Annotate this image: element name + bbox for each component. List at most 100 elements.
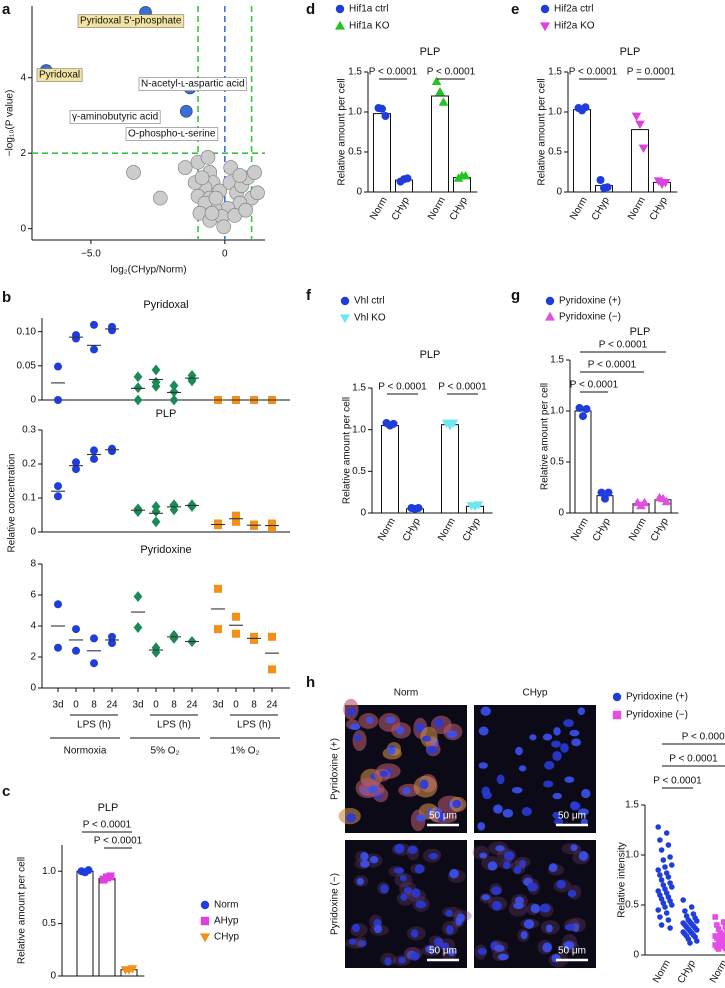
y-tick-label: 0	[556, 187, 562, 198]
point-label: O-phospho-ʟ-serine	[128, 129, 216, 140]
data-point	[169, 394, 179, 406]
data-point	[597, 488, 606, 497]
nucleus	[572, 922, 580, 932]
point-label: γ-aminobutyric acid	[72, 112, 158, 123]
panel-letter: f	[306, 287, 312, 304]
nucleus	[393, 867, 404, 874]
nucleus	[539, 903, 551, 913]
nucleus	[352, 923, 360, 933]
data-point	[448, 419, 459, 428]
legend-label: Vhl ctrl	[354, 296, 385, 307]
data-point	[54, 600, 62, 609]
micrograph	[472, 840, 596, 968]
data-point	[680, 897, 686, 903]
data-point	[473, 501, 484, 510]
nucleus	[552, 751, 562, 761]
data-point	[431, 76, 442, 85]
legend-marker	[539, 22, 551, 32]
nucleus	[518, 765, 527, 772]
legend-label: AHyp	[214, 916, 239, 927]
bar	[441, 424, 459, 514]
data-point	[151, 380, 161, 392]
y-tick-label: 1.5	[348, 67, 362, 78]
y-tick-label: 8	[30, 559, 36, 570]
data-point	[126, 165, 141, 180]
nucleus	[556, 879, 566, 889]
y-tick-label: 1.5	[625, 800, 639, 811]
nucleus	[368, 785, 379, 794]
data-point	[268, 632, 276, 641]
point-label: N-acetyl-ʟ-aspartic acid	[141, 79, 245, 90]
bar	[574, 410, 592, 514]
x-tick-label: 3d	[212, 700, 223, 711]
data-point	[682, 908, 688, 914]
point-label-box	[125, 127, 219, 141]
data-point	[694, 927, 700, 933]
data-point	[667, 854, 673, 860]
nucleus	[482, 791, 492, 800]
x-tick-label: CHyp	[591, 516, 613, 544]
data-point	[151, 516, 161, 528]
x-tick-label: Norm	[708, 958, 725, 985]
nucleus	[564, 924, 576, 931]
column-label: CHyp	[522, 688, 547, 699]
y-tick-label: 1.5	[548, 67, 562, 78]
data-point	[232, 612, 240, 621]
nucleus	[503, 861, 511, 870]
x-tick-label: −5.0	[81, 249, 101, 260]
data-point	[133, 394, 143, 406]
y-tick-label: 1.5	[550, 355, 564, 366]
p-value-label: P < 0.0001	[570, 380, 619, 391]
y-tick-label: 1.0	[548, 107, 562, 118]
y-tick-label: 2	[20, 148, 26, 159]
y-axis-label: Relative amount per cell	[540, 383, 551, 490]
x-tick-label: CHyp	[461, 516, 483, 544]
y-tick-label: 0	[360, 508, 366, 519]
x-sublabel: LPS (h)	[77, 720, 111, 731]
chart-title: PLP	[420, 46, 441, 58]
data-point	[250, 635, 258, 644]
data-point	[133, 622, 143, 633]
x-tick-label: Norm	[626, 195, 648, 222]
nucleus	[580, 818, 588, 825]
data-point	[208, 190, 224, 206]
p-value-label: P < 0.0001	[588, 360, 637, 371]
nucleus	[410, 951, 420, 961]
nucleus	[448, 948, 456, 957]
nucleus	[491, 886, 502, 896]
row-label: Pyridoxine (+)	[330, 738, 341, 800]
data-point	[108, 639, 116, 648]
nucleus	[425, 945, 436, 954]
p-value-label: P < 0.0001	[83, 820, 132, 831]
x-sublabel: LPS (h)	[237, 720, 271, 731]
legend-marker	[612, 710, 622, 720]
x-tick-label: Norm	[568, 195, 590, 222]
data-point	[84, 866, 93, 875]
panel-letter: a	[2, 1, 11, 18]
nucleus	[346, 813, 357, 823]
x-tick-label: CHyp	[648, 195, 670, 223]
data-point	[268, 665, 276, 674]
nucleus	[571, 738, 581, 747]
p-value-label: P < 0.0001	[599, 340, 648, 351]
nucleus	[411, 888, 421, 899]
x-tick-label: CHyp	[649, 516, 671, 544]
y-tick-label: 0.2	[22, 459, 36, 470]
data-point	[435, 87, 445, 96]
chart-title: PLP	[620, 46, 641, 58]
data-point	[54, 643, 62, 652]
data-point	[575, 403, 584, 412]
y-tick-label: 0	[30, 527, 36, 538]
p-value-label: P < 0.0001	[438, 382, 487, 393]
data-point	[657, 837, 663, 843]
nucleus	[407, 845, 418, 855]
data-point	[687, 940, 693, 946]
data-point	[722, 936, 725, 942]
data-point	[635, 120, 645, 129]
p-value-label: P < 0.0001	[669, 754, 718, 765]
nucleus	[552, 811, 561, 819]
p-value-label: P < 0.0001	[682, 732, 725, 743]
x-tick-label: Norm	[376, 516, 398, 543]
legend-marker	[339, 314, 351, 324]
nucleus	[399, 874, 407, 882]
